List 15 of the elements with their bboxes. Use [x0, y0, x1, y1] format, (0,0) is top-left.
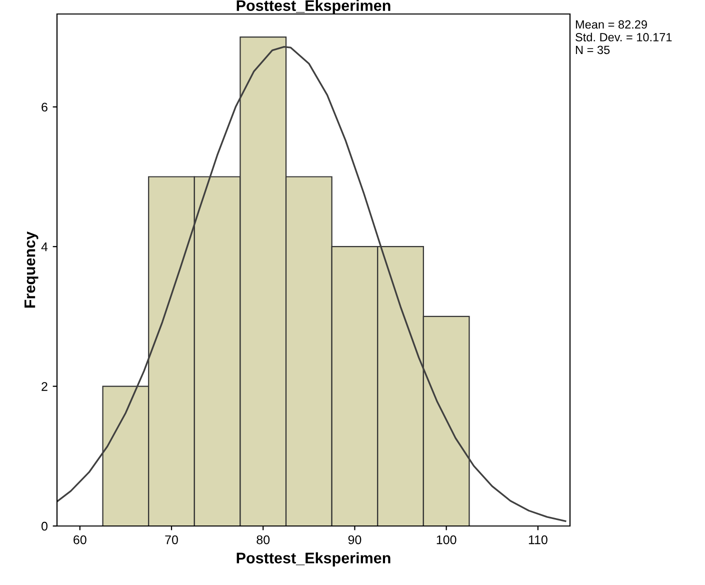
x-tick-label: 110 [528, 535, 548, 544]
y-tick-label: 4 [41, 242, 48, 252]
line-series [57, 46, 566, 522]
y-tick-label: 0 [42, 522, 48, 531]
chart-title: Posttest_Eksperimen [236, 0, 390, 14]
x-tick-label: 80 [256, 535, 270, 544]
x-tick-label: 60 [74, 535, 86, 544]
y-tick-label: 6 [42, 102, 48, 112]
y-axis-title: Frequency [24, 231, 38, 308]
x-axis-title: Posttest_Eksperimen [236, 552, 390, 566]
x-tick-label: 90 [348, 535, 362, 544]
text: Mean = 82.29 Std. Dev. = 10.171 N = 35 [576, 20, 672, 54]
x-tick-label: 100 [436, 535, 456, 544]
y-tick-label: 2 [42, 382, 48, 391]
x-tick-label: 70 [165, 535, 178, 544]
